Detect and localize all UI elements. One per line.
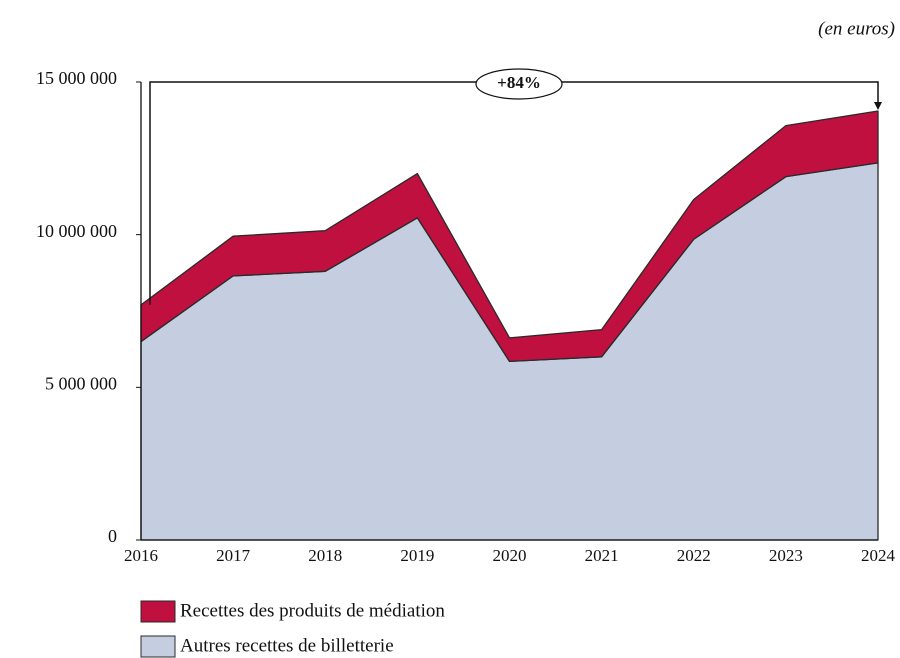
x-tick-label: 2019 — [400, 546, 434, 565]
x-tick-label: 2016 — [124, 546, 158, 565]
x-tick-label: 2021 — [585, 546, 619, 565]
y-tick-label: 0 — [108, 526, 117, 546]
x-tick-label: 2017 — [216, 546, 251, 565]
annotation-box — [475, 68, 563, 100]
y-tick-label: 10 000 000 — [36, 221, 117, 241]
unit-note: (en euros) — [818, 18, 895, 39]
x-tick-label: 2020 — [493, 546, 527, 565]
legend-swatch — [140, 635, 176, 658]
legend-swatch — [140, 600, 176, 623]
x-tick-label: 2023 — [769, 546, 803, 565]
x-tick-label: 2022 — [677, 546, 711, 565]
arrow-head — [874, 102, 882, 111]
area — [140, 110, 879, 363]
annotation: +84% — [497, 73, 541, 92]
x-tick-label: 2024 — [861, 546, 896, 565]
y-tick-label: 15 000 000 — [36, 68, 117, 88]
legend-label: Recettes des produits de médiation — [180, 600, 445, 621]
x-tick-label: 2018 — [308, 546, 342, 565]
y-tick-label: 5 000 000 — [45, 373, 117, 393]
legend-label: Autres recettes de billetterie — [180, 635, 394, 656]
